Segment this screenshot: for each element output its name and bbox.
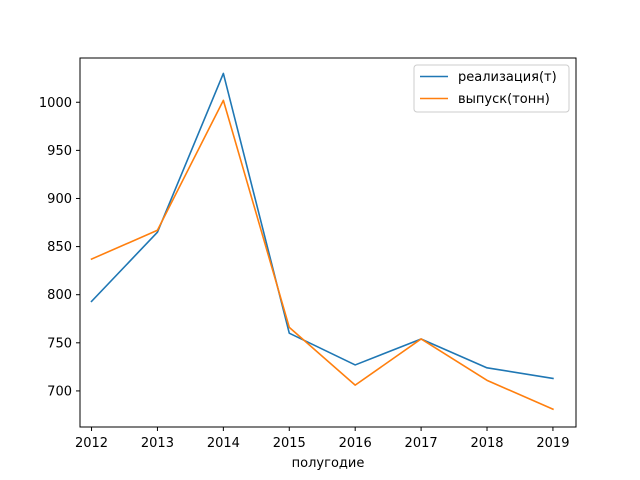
legend-box xyxy=(413,64,570,113)
y-tick-label: 800 xyxy=(47,288,72,303)
x-tick-label: 2019 xyxy=(536,436,569,451)
legend: реализация(т) выпуск(тонн) xyxy=(413,64,570,113)
x-axis: 2012 2013 2014 2015 2016 2017 2018 2019 xyxy=(75,427,569,451)
y-tick-label: 1000 xyxy=(39,96,72,111)
y-axis: 700 750 800 850 900 950 1000 xyxy=(39,96,80,399)
plot-frame xyxy=(79,57,577,428)
x-tick-label: 2015 xyxy=(273,436,306,451)
y-tick-label: 850 xyxy=(47,240,72,255)
y-tick-label: 750 xyxy=(47,336,72,351)
y-tick-label: 900 xyxy=(47,192,72,207)
x-axis-label: полугодие xyxy=(292,456,365,471)
legend-entry-label: выпуск(тонн) xyxy=(458,92,550,107)
legend-entry-label: реализация(т) xyxy=(458,70,557,85)
x-tick-label: 2016 xyxy=(339,436,372,451)
x-tick-label: 2012 xyxy=(75,436,108,451)
y-tick-label: 700 xyxy=(47,384,72,399)
x-tick-label: 2013 xyxy=(141,436,174,451)
x-tick-label: 2014 xyxy=(207,436,240,451)
y-tick-label: 950 xyxy=(47,144,72,159)
x-tick-label: 2017 xyxy=(405,436,438,451)
series-layer xyxy=(90,72,554,411)
series-line-1 xyxy=(90,72,554,380)
series-line-2 xyxy=(90,99,554,411)
x-tick-label: 2018 xyxy=(470,436,503,451)
